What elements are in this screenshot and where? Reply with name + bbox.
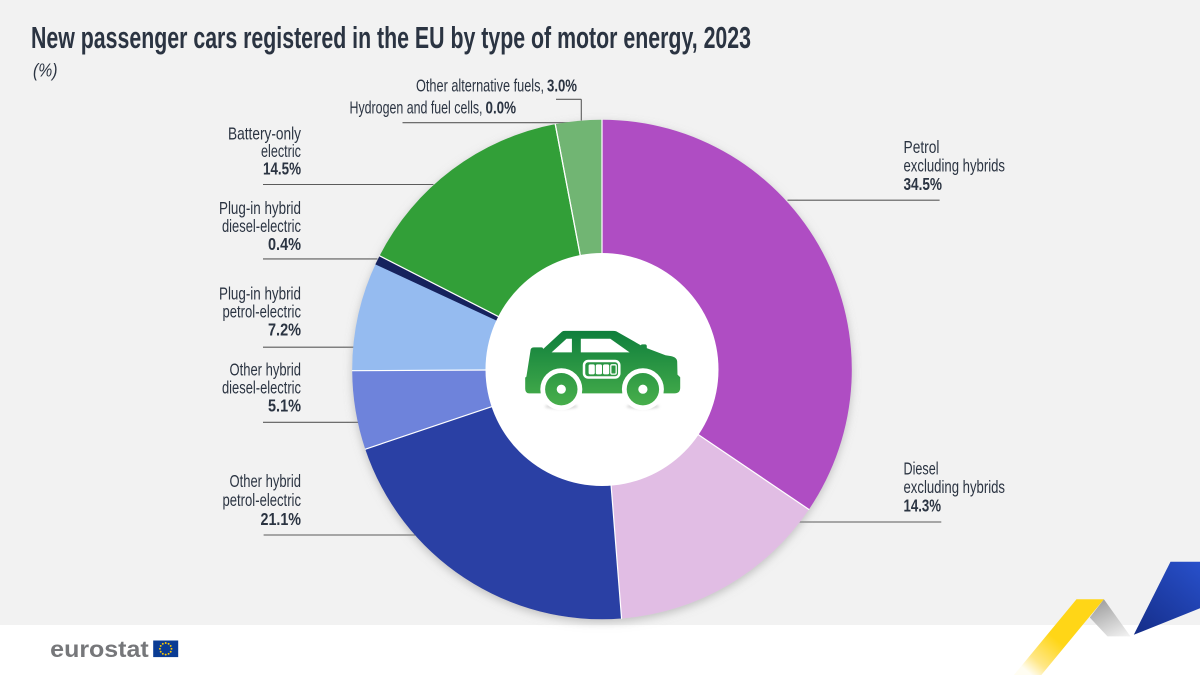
svg-text:Hydrogen and fuel cells,: Hydrogen and fuel cells,: [350, 98, 483, 118]
svg-text:0.0%: 0.0%: [486, 98, 517, 118]
svg-text:Petrol: Petrol: [904, 137, 940, 157]
svg-text:diesel-electric: diesel-electric: [222, 378, 301, 398]
svg-text:3.0%: 3.0%: [547, 76, 577, 96]
svg-text:0.4%: 0.4%: [268, 234, 301, 254]
svg-text:Other hybrid: Other hybrid: [230, 360, 302, 380]
svg-text:excluding hybrids: excluding hybrids: [904, 156, 1006, 176]
svg-text:(%): (%): [33, 60, 58, 81]
svg-text:14.3%: 14.3%: [904, 496, 942, 516]
svg-text:petrol-electric: petrol-electric: [223, 490, 302, 510]
svg-text:Plug-in hybrid: Plug-in hybrid: [219, 284, 301, 304]
svg-text:Battery-only: Battery-only: [228, 124, 301, 144]
svg-text:7.2%: 7.2%: [268, 320, 301, 340]
svg-text:Other alternative fuels,: Other alternative fuels,: [416, 76, 544, 96]
svg-text:34.5%: 34.5%: [904, 174, 943, 194]
svg-text:21.1%: 21.1%: [261, 509, 302, 529]
svg-text:electric: electric: [261, 141, 301, 161]
svg-text:Plug-in hybrid: Plug-in hybrid: [219, 198, 301, 218]
svg-text:eurostat: eurostat: [50, 636, 149, 662]
svg-text:petrol-electric: petrol-electric: [223, 302, 302, 322]
svg-text:excluding hybrids: excluding hybrids: [904, 477, 1006, 497]
svg-text:diesel-electric: diesel-electric: [222, 216, 301, 236]
svg-text:Other hybrid: Other hybrid: [230, 471, 302, 491]
svg-text:New passenger cars registered: New passenger cars registered in the EU …: [31, 21, 751, 55]
svg-text:14.5%: 14.5%: [263, 159, 301, 179]
svg-text:Diesel: Diesel: [904, 459, 939, 479]
svg-text:5.1%: 5.1%: [268, 396, 301, 416]
